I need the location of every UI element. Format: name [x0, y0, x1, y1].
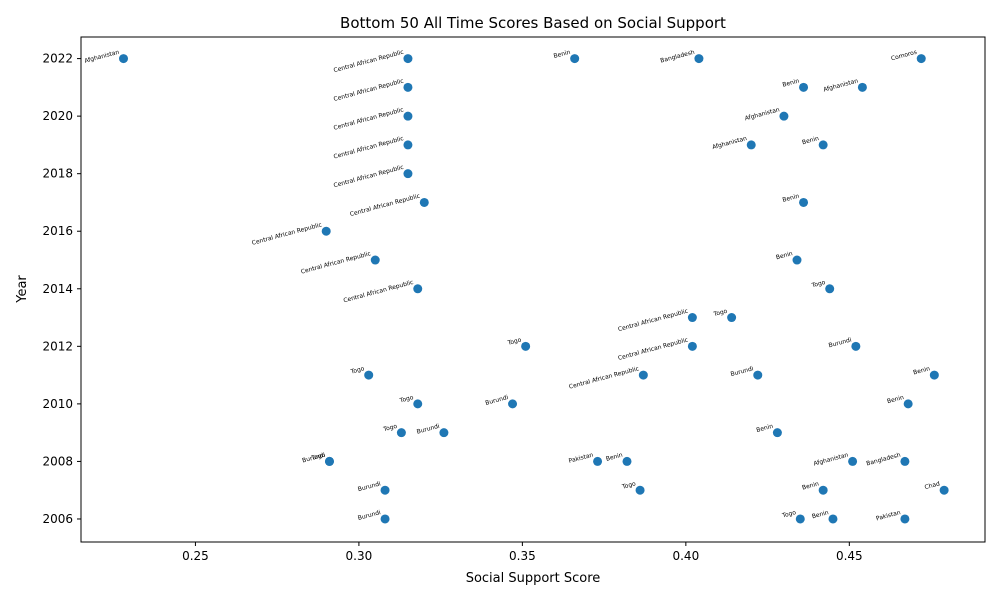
x-tick-label: 0.25: [182, 549, 209, 563]
x-tick-label: 0.45: [836, 549, 863, 563]
point-label: Togo: [382, 423, 398, 434]
point-label: Benin: [605, 452, 624, 463]
x-tick-label: 0.40: [672, 549, 699, 563]
point-label: Chad: [924, 480, 941, 491]
point-label: Benin: [801, 480, 820, 491]
data-point: [570, 54, 580, 64]
data-point: [687, 313, 697, 323]
data-point: [795, 514, 805, 524]
data-point: [638, 370, 648, 380]
data-point: [396, 428, 406, 438]
data-point: [799, 82, 809, 92]
data-point: [119, 54, 129, 64]
data-point: [818, 140, 828, 150]
x-axis-label: Social Support Score: [466, 571, 601, 586]
data-point: [939, 485, 949, 495]
data-point: [403, 82, 413, 92]
data-point: [508, 399, 518, 409]
point-label: Togo: [712, 308, 728, 319]
data-point: [324, 456, 334, 466]
data-points: [119, 54, 949, 524]
data-point: [380, 485, 390, 495]
data-point: [635, 485, 645, 495]
data-point: [753, 370, 763, 380]
y-tick-label: 2012: [42, 339, 73, 353]
data-point: [687, 341, 697, 351]
data-point: [370, 255, 380, 265]
data-point: [825, 284, 835, 294]
y-tick-label: 2014: [42, 282, 73, 296]
x-tick-label: 0.35: [509, 549, 536, 563]
plot-frame: [80, 36, 986, 543]
data-point: [929, 370, 939, 380]
point-label: Togo: [810, 279, 826, 290]
point-label: Benin: [756, 423, 775, 434]
point-label: Benin: [811, 509, 830, 520]
x-axis: 0.25 0.30 0.35 0.40 0.45: [182, 542, 863, 563]
data-point: [799, 197, 809, 207]
point-label: Benin: [801, 135, 820, 146]
chart-title: Bottom 50 All Time Scores Based on Socia…: [340, 14, 726, 32]
y-tick-label: 2022: [42, 52, 73, 66]
data-point: [857, 82, 867, 92]
data-point: [521, 341, 531, 351]
data-point: [746, 140, 756, 150]
x-tick-label: 0.30: [346, 549, 373, 563]
point-label: Togo: [398, 394, 414, 405]
y-tick-label: 2018: [42, 167, 73, 181]
point-label: Benin: [913, 365, 932, 376]
y-tick-label: 2008: [42, 454, 73, 468]
y-tick-label: 2010: [42, 397, 73, 411]
point-label: Togo: [349, 365, 365, 376]
data-point: [403, 169, 413, 179]
data-point: [694, 54, 704, 64]
data-point: [848, 456, 858, 466]
point-label: Togo: [620, 480, 636, 491]
y-tick-label: 2020: [42, 109, 73, 123]
data-point: [439, 428, 449, 438]
data-point: [916, 54, 926, 64]
data-point: [772, 428, 782, 438]
y-tick-label: 2006: [42, 512, 73, 526]
data-point: [413, 284, 423, 294]
point-label: Benin: [886, 394, 905, 405]
data-point: [900, 456, 910, 466]
data-point: [413, 399, 423, 409]
data-point: [403, 140, 413, 150]
point-label: Benin: [775, 250, 794, 261]
y-axis: 2006 2008 2010 2012 2014 2016 2018 2020 2022: [42, 52, 81, 526]
data-point: [622, 456, 632, 466]
data-point: [380, 514, 390, 524]
data-point: [828, 514, 838, 524]
y-tick-label: 2016: [42, 224, 73, 238]
data-point: [903, 399, 913, 409]
data-point: [851, 341, 861, 351]
data-point: [403, 54, 413, 64]
data-point: [419, 197, 429, 207]
data-point: [593, 456, 603, 466]
point-label: Benin: [553, 49, 572, 60]
point-label: Togo: [781, 509, 797, 520]
data-point: [792, 255, 802, 265]
data-point: [321, 226, 331, 236]
point-label: Benin: [782, 193, 801, 204]
data-point: [779, 111, 789, 121]
y-axis-label: Year: [15, 275, 30, 304]
point-label: Togo: [310, 452, 326, 463]
data-point: [900, 514, 910, 524]
data-point: [403, 111, 413, 121]
data-point: [727, 313, 737, 323]
data-point: [364, 370, 374, 380]
point-label: Benin: [782, 77, 801, 88]
data-point: [818, 485, 828, 495]
point-label: Togo: [506, 336, 522, 347]
